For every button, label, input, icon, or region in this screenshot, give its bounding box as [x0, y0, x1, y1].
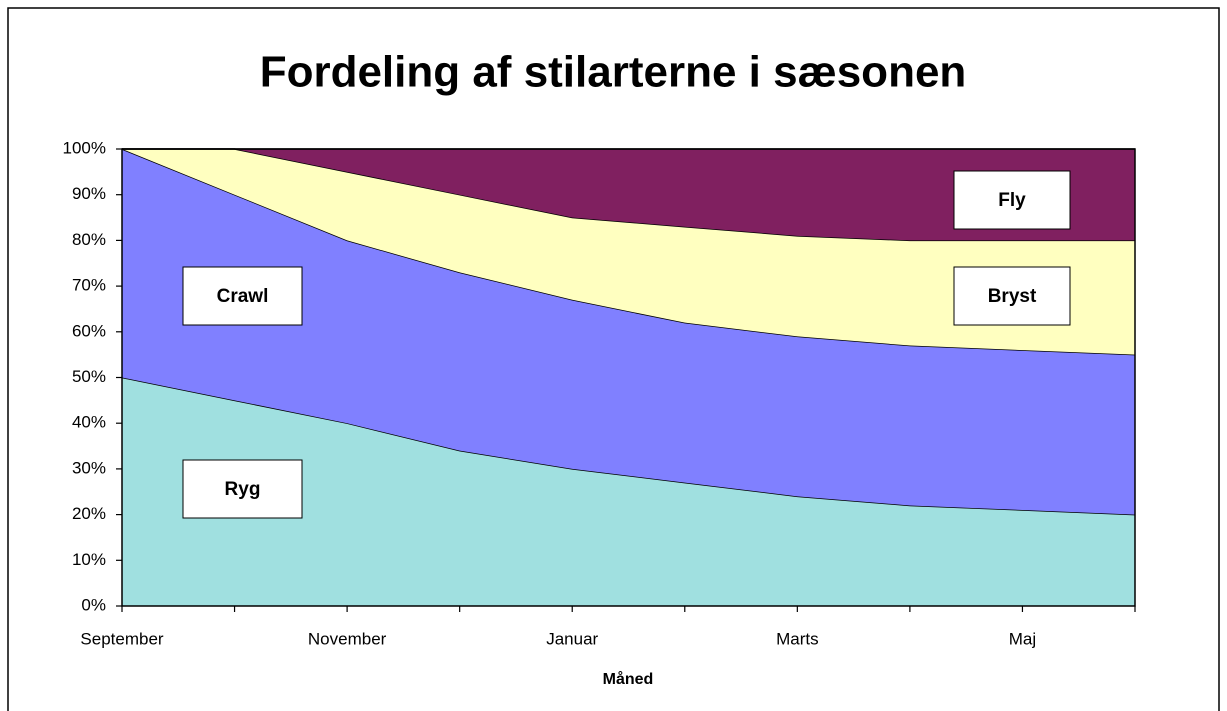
y-tick-label: 40%: [72, 413, 106, 432]
series-label-box: [953, 170, 1071, 230]
y-tick-label: 70%: [72, 276, 106, 295]
x-tick-label: November: [308, 629, 387, 648]
y-tick-label: 50%: [72, 367, 106, 386]
y-tick-label: 60%: [72, 321, 106, 340]
chart-title: Fordeling af stilarterne i sæsonen: [260, 48, 967, 97]
x-tick-label: Marts: [776, 629, 819, 648]
y-tick-label: 80%: [72, 230, 106, 249]
area: [122, 377, 1135, 606]
x-tick-label: Januar: [546, 629, 598, 648]
area: [122, 149, 1135, 515]
y-tick-label: 0%: [81, 595, 106, 614]
y-tick-label: 90%: [72, 184, 106, 203]
series-label-box: [953, 266, 1071, 326]
series-label-box: [182, 459, 303, 519]
series-label: Bryst: [988, 286, 1037, 307]
series-label-box: [182, 266, 303, 326]
x-tick-label: September: [80, 629, 163, 648]
x-axis-title: Måned: [603, 670, 654, 688]
y-tick-label: 10%: [72, 550, 106, 569]
y-tick-label: 20%: [72, 504, 106, 523]
y-tick-label: 30%: [72, 458, 106, 477]
x-tick-label: Maj: [1009, 629, 1036, 648]
series-label: Ryg: [225, 479, 261, 500]
area: [122, 149, 1135, 355]
y-tick-label: 100%: [63, 138, 106, 157]
series-label: Crawl: [217, 286, 269, 307]
area: [122, 149, 1135, 241]
series-label: Fly: [998, 190, 1026, 211]
